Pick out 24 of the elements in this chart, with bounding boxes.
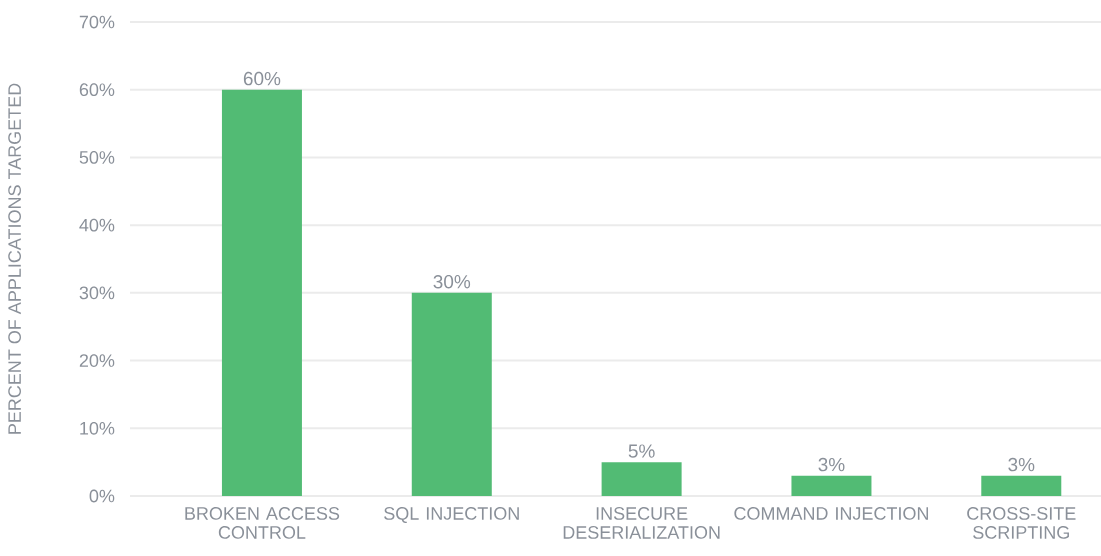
data-label: 5% [628,444,655,458]
y-tick-label: 10% [80,421,115,435]
y-tick-label: 70% [79,15,115,29]
y-tick-label: 0% [89,489,115,503]
x-tick-label: CROSS-SITE SCRIPTING [967,507,1076,539]
x-tick-label: INSECURE DESERIALIZATION [563,507,720,539]
x-tick-label: SQL INJECTION [384,507,519,524]
y-tick-label: 20% [79,354,115,367]
y-tick-label: 30% [79,286,115,300]
data-label: 30% [433,275,471,289]
y-tick-label: 40% [79,218,115,232]
bar [411,292,492,496]
x-tick-label: BROKEN ACCESS CONTROL [185,507,340,539]
y-tick-label: 60% [79,83,115,97]
data-label: 3% [818,457,845,472]
bar [601,462,682,496]
x-tick-label: COMMAND INJECTION [734,507,928,520]
y-axis-title: PERCENT OF APPLICATIONS TARGETED [8,83,21,434]
data-label: 60% [243,71,281,86]
bar [221,89,302,496]
bar [981,475,1062,496]
y-tick-label: 50% [79,151,115,164]
bar [791,475,872,496]
data-label: 3% [1008,457,1035,472]
